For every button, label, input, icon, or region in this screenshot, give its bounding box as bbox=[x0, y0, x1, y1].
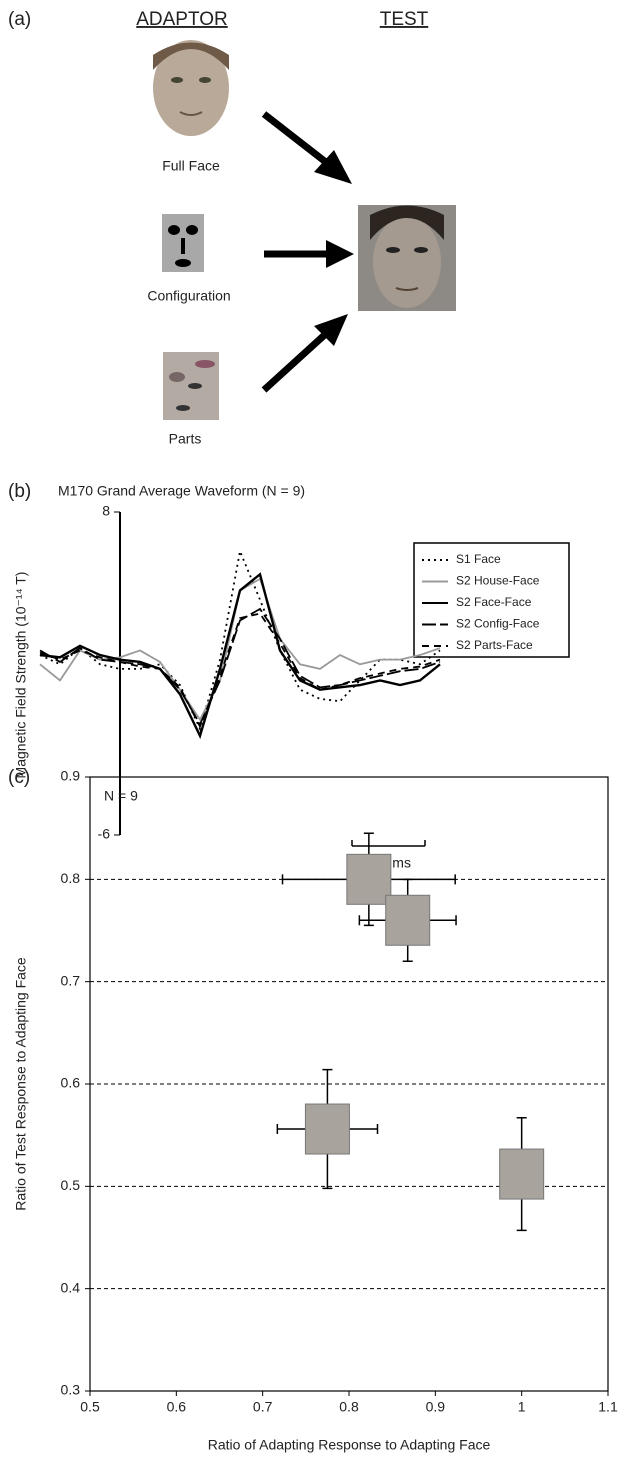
point-marker bbox=[304, 1103, 350, 1155]
legend-label: S2 House-Face bbox=[456, 574, 540, 588]
y-tick-label: 8 bbox=[102, 503, 110, 519]
point-marker bbox=[499, 1148, 545, 1200]
y-axis-label: Ratio of Test Response to Adapting Face bbox=[13, 957, 29, 1211]
scale-bar bbox=[351, 840, 426, 847]
x-tick-label: 0.6 bbox=[167, 1399, 187, 1415]
y-axis-label: Magnetic Field Strength (10⁻¹⁴ T) bbox=[13, 572, 29, 779]
configuration-image bbox=[162, 214, 204, 272]
y-tick-label: 0.5 bbox=[61, 1177, 81, 1193]
legend-label: S2 Face-Face bbox=[456, 595, 532, 609]
y-tick-label: 0.8 bbox=[61, 870, 81, 886]
y-tick-label: 0.3 bbox=[61, 1382, 81, 1398]
x-tick-label: 0.7 bbox=[253, 1399, 273, 1415]
legend-label: S2 Config-Face bbox=[456, 617, 540, 631]
x-tick-label: 1.1 bbox=[598, 1399, 618, 1415]
adaptor-label: Parts bbox=[169, 431, 202, 447]
legend bbox=[413, 542, 570, 658]
arrows bbox=[261, 111, 354, 393]
y-tick-label: 0.9 bbox=[61, 768, 81, 784]
test-face-image bbox=[358, 205, 456, 311]
full-face-image bbox=[153, 40, 229, 136]
heading: ADAPTOR bbox=[136, 9, 228, 30]
panel-label: (b) bbox=[8, 481, 31, 502]
waveform bbox=[39, 607, 441, 727]
adaptor-label: Configuration bbox=[147, 288, 230, 304]
adaptor-label: Full Face bbox=[162, 158, 220, 174]
parts-image bbox=[163, 352, 219, 420]
y-tick-label: 0.6 bbox=[61, 1075, 81, 1091]
annotation: N = 9 bbox=[104, 788, 138, 804]
legend-label: S1 Face bbox=[456, 552, 501, 566]
point-marker bbox=[346, 853, 392, 905]
waveform bbox=[39, 612, 441, 729]
x-tick-label: 0.5 bbox=[80, 1399, 100, 1415]
waveform bbox=[39, 548, 441, 732]
panel-label: (a) bbox=[8, 9, 31, 30]
chart-title: M170 Grand Average Waveform (N = 9) bbox=[58, 483, 305, 499]
legend-label: S2 Parts-Face bbox=[456, 638, 533, 652]
y-tick-label: 0.4 bbox=[61, 1279, 81, 1295]
waveform bbox=[39, 577, 441, 722]
x-tick-label: 0.8 bbox=[339, 1399, 359, 1415]
x-axis-label: Ratio of Adapting Response to Adapting F… bbox=[208, 1437, 491, 1453]
x-tick-label: 0.9 bbox=[426, 1399, 446, 1415]
waveform bbox=[39, 572, 441, 740]
heading: TEST bbox=[380, 9, 429, 30]
panel-label: (c) bbox=[8, 767, 30, 788]
x-tick-label: 1 bbox=[518, 1399, 526, 1415]
y-tick-label: 0.7 bbox=[61, 972, 81, 988]
y-tick-label: -6 bbox=[98, 826, 111, 842]
point-marker bbox=[385, 894, 431, 946]
